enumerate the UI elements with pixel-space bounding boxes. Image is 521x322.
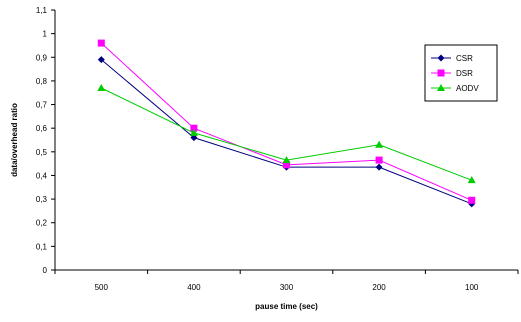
data-point-dsr	[468, 196, 476, 204]
legend-item-dsr: DSR	[431, 69, 473, 78]
data-point-aodv	[375, 140, 384, 148]
legend-label-csr: CSR	[456, 54, 473, 63]
data-point-csr	[375, 163, 383, 171]
y-tick-label: 1	[43, 30, 48, 39]
y-tick-label: 1,1	[36, 6, 48, 15]
y-tick-label: 0,5	[36, 148, 48, 157]
data-point-aodv	[97, 84, 106, 91]
legend-label-dsr: DSR	[456, 69, 473, 78]
series-csr	[97, 56, 476, 208]
x-tick-label: 500	[95, 283, 109, 292]
x-tick-label: 400	[187, 283, 201, 292]
data-point-aodv	[282, 156, 291, 164]
data-point-csr	[97, 56, 105, 64]
legend-marker-csr	[437, 54, 445, 62]
y-axis-label: data/overhead ratio	[10, 103, 19, 177]
y-tick-label: 0	[43, 266, 48, 275]
legend-item-aodv: AODV	[431, 84, 479, 93]
legend-marker-aodv	[437, 84, 445, 91]
x-axis-label: pause time (sec)	[255, 302, 318, 311]
x-axis-ticks: 500 400 300 200 100	[54, 270, 519, 292]
legend-marker-dsr	[437, 69, 445, 77]
legend-label-aodv: AODV	[456, 84, 479, 93]
y-tick-label: 0,2	[36, 219, 48, 228]
x-tick-label: 300	[280, 283, 294, 292]
data-point-dsr	[375, 156, 383, 164]
y-tick-label: 0,7	[36, 101, 48, 110]
legend-item-csr: CSR	[431, 54, 473, 63]
series-group	[97, 39, 476, 208]
x-tick-label: 100	[465, 283, 479, 292]
y-tick-label: 0,9	[36, 53, 48, 62]
data-point-dsr	[190, 124, 198, 132]
x-tick-label: 200	[372, 283, 386, 292]
data-point-dsr	[97, 39, 105, 47]
series-dsr	[97, 39, 476, 204]
y-axis-ticks: 0 0,1 0,2 0,3 0,4 0,5 0,6 0,7 0,8 0,9 1 1,1	[36, 6, 55, 275]
y-tick-label: 0,1	[36, 242, 48, 251]
y-tick-label: 0,8	[36, 77, 48, 86]
data-point-aodv	[467, 176, 476, 184]
series-line-csr	[100, 59, 472, 205]
series-aodv	[97, 84, 476, 184]
y-tick-label: 0,3	[36, 195, 48, 204]
series-line-dsr	[100, 42, 472, 201]
data-point-aodv	[189, 128, 198, 136]
y-tick-label: 0,4	[36, 171, 48, 180]
data-point-dsr	[283, 161, 290, 169]
y-tick-label: 0,6	[36, 124, 48, 133]
legend: CSR DSR AODV	[424, 44, 498, 102]
